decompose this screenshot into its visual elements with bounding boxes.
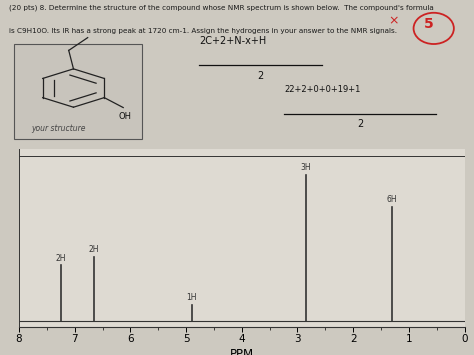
Text: 2C+2+N-x+H: 2C+2+N-x+H bbox=[199, 36, 266, 45]
Text: 2H: 2H bbox=[55, 253, 66, 263]
Text: 6H: 6H bbox=[387, 195, 397, 204]
Text: 1H: 1H bbox=[186, 293, 197, 302]
Text: is C9H10O. Its IR has a strong peak at 1720 cm-1. Assign the hydrogens in your a: is C9H10O. Its IR has a strong peak at 1… bbox=[9, 28, 398, 34]
FancyBboxPatch shape bbox=[14, 44, 142, 139]
X-axis label: PPM: PPM bbox=[230, 348, 254, 355]
Text: ×: × bbox=[389, 14, 399, 27]
Text: 2: 2 bbox=[257, 71, 264, 81]
Text: 3H: 3H bbox=[301, 163, 311, 173]
Text: 2H: 2H bbox=[89, 245, 100, 254]
Text: your structure: your structure bbox=[31, 125, 85, 133]
Text: (20 pts) 8. Determine the structure of the compound whose NMR spectrum is shown : (20 pts) 8. Determine the structure of t… bbox=[9, 4, 434, 11]
Text: 2: 2 bbox=[357, 119, 364, 129]
Text: 5: 5 bbox=[424, 17, 434, 31]
Text: 22+2+0+0+19+1: 22+2+0+0+19+1 bbox=[284, 85, 361, 94]
Text: OH: OH bbox=[118, 112, 131, 121]
